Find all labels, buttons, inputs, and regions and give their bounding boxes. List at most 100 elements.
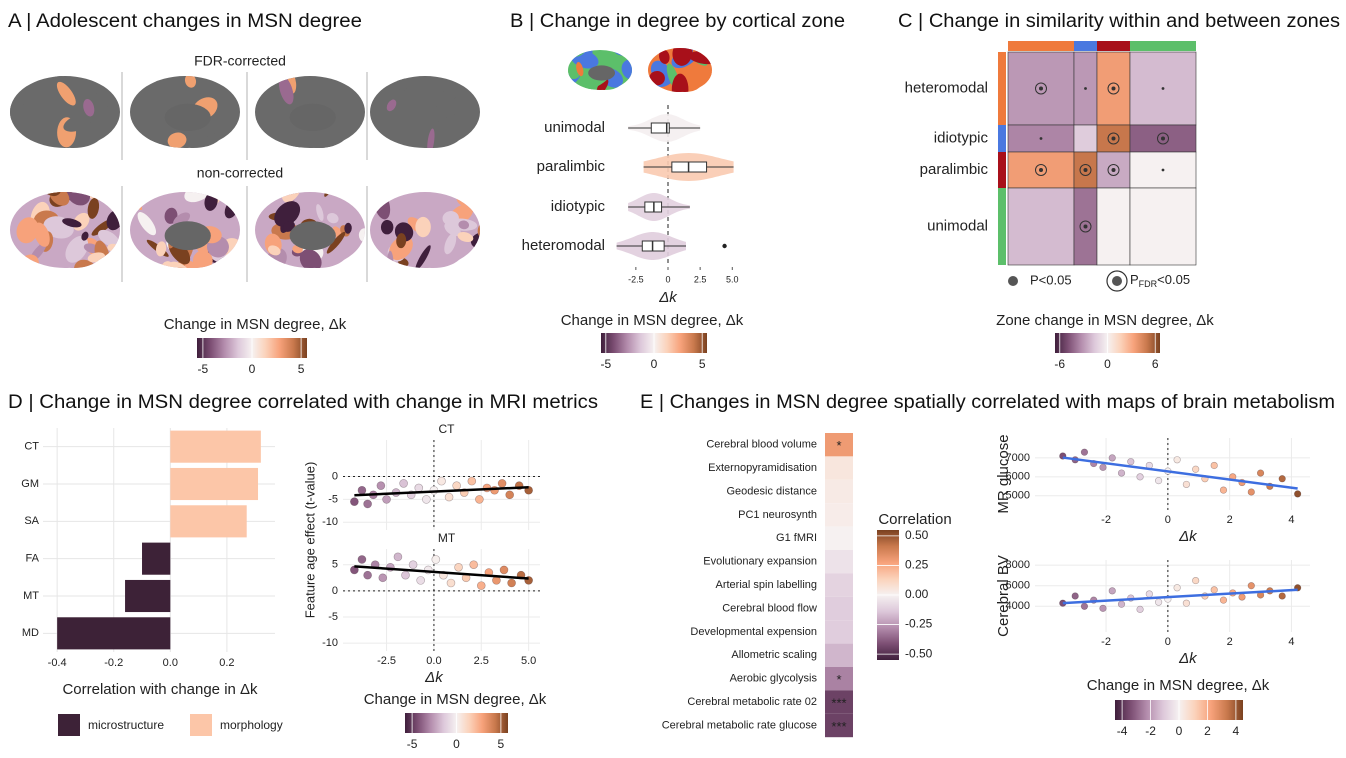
point [475,495,483,503]
heat-cell [825,503,853,526]
brain-surface [370,170,506,295]
row-label: Aerobic glycolysis [730,673,818,685]
row-label: Developmental expension [690,626,817,638]
point [506,491,514,499]
point [1118,470,1125,477]
point [350,498,358,506]
x-tick-label: 0 [665,274,670,284]
point [1192,466,1199,473]
subtitle: non-corrected [197,165,283,181]
heat-cell [825,480,853,503]
y-tick-label: 0 [332,585,338,597]
row-label: G1 fMRI [776,532,817,544]
bar [57,617,170,649]
point [358,486,366,494]
point [358,555,366,563]
brain-patch [418,45,450,80]
heat-cell [825,527,853,550]
sig-dot [1112,87,1116,91]
x-tick-label: 4 [1288,636,1294,648]
sig-dot [1112,168,1116,172]
y-tick-label: -10 [322,637,338,649]
point [491,486,499,494]
point [1257,470,1264,477]
y-tick-label: GM [21,478,39,490]
row-label: heteromodal [905,79,988,96]
brain-patch [401,55,415,77]
colorbar-title: Zone change in MSN degree, Δk [996,312,1214,329]
point [422,495,430,503]
category-label: idiotypic [551,198,606,215]
x-tick-label: 2 [1227,636,1233,648]
colorbar-title: Change in MSN degree, Δk [364,691,547,708]
point [1109,588,1116,595]
point [409,561,417,569]
brain-patch [596,95,618,113]
x-tick-label: -0.4 [48,657,67,669]
legend-label: PFDR<0.05 [1130,272,1190,289]
brain-patch [664,91,679,100]
x-tick-label: 0 [1165,636,1171,648]
point [1220,597,1227,604]
point [1239,594,1246,601]
legend-dot [1112,276,1122,286]
colorbar-tick-label: 0.50 [905,528,929,542]
y-axis-label: Feature age effect (t-value) [302,462,317,619]
sig-dot [1084,168,1088,172]
legend-label-part: P [1130,272,1139,287]
row-label: unimodal [927,217,988,234]
y-tick-label: 0 [332,470,338,482]
row-label: paralimbic [920,161,989,178]
panel-title: E | Changes in MSN degree spatially corr… [640,392,1335,413]
point [1220,487,1227,494]
matrix-cell [1097,188,1130,265]
point [445,493,453,501]
x-tick-label: 5.0 [521,655,536,667]
brain-surface [370,45,480,172]
row-label: Cerebral metabolic rate 02 [687,696,817,708]
row-label: Cerebral blood flow [722,602,817,614]
colorbar-tick-label: -5 [600,357,611,371]
colorbar-tick-label: 0 [1104,357,1111,371]
page: A | Adolescent changes in MSN degree B |… [0,0,1346,758]
legend-label: P<0.05 [1030,272,1072,287]
zone-strip [998,152,1006,188]
x-tick-label: -2 [1101,514,1111,526]
zone-strip [1008,41,1074,51]
legend-swatch [190,714,212,736]
sig-dot [1162,169,1165,172]
point [1174,584,1181,591]
sig-dot [1039,87,1043,91]
heat-cell [825,644,853,667]
subtitle: FDR-corrected [194,53,286,69]
brain-patch [151,57,162,68]
x-tick-label: -2.5 [628,274,644,284]
point [1072,593,1079,600]
matrix-cell [1008,188,1074,265]
point [379,574,387,582]
colorbar-tick-label: -6 [1054,357,1065,371]
colorbar-tick-label: 5 [298,362,305,376]
brain-patch [418,269,441,295]
x-tick-label: 2.5 [694,274,707,284]
x-tick-label: -0.2 [104,657,123,669]
brain-surface [3,46,120,161]
point [1155,477,1162,484]
brain-patch [672,74,689,105]
colorbar-tick-label: -0.50 [905,646,933,660]
panel-title: B | Change in degree by cortical zone [510,11,845,32]
x-tick-label: 5.0 [726,274,739,284]
legend-label: morphology [220,718,283,732]
x-axis-label: Δk [424,669,444,686]
row-label: Geodesic distance [727,485,818,497]
brain-patch [322,169,342,198]
point [1174,456,1181,463]
panel-title: C | Change in similarity within and betw… [898,11,1340,32]
point [1137,606,1144,613]
point [498,479,506,487]
brain-patch [592,87,611,109]
brain-medial-wall [290,104,336,131]
brain-patch [66,171,89,195]
colorbar-tick-label: 6 [1152,357,1159,371]
matrix-cell [1130,188,1196,265]
